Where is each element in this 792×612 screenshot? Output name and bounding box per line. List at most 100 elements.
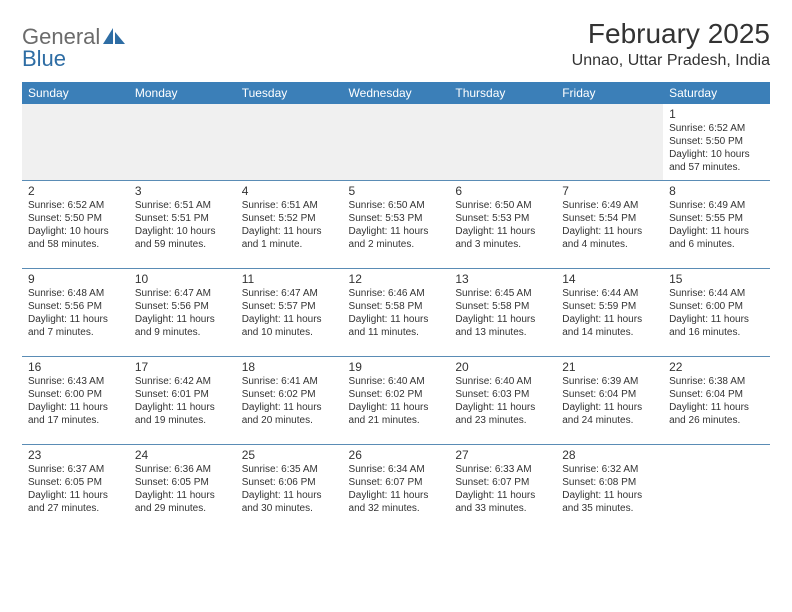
- day-info: Sunrise: 6:44 AMSunset: 6:00 PMDaylight:…: [669, 287, 764, 339]
- day-number: 4: [242, 184, 337, 198]
- calendar-cell: 23Sunrise: 6:37 AMSunset: 6:05 PMDayligh…: [22, 445, 129, 533]
- calendar-cell: 1Sunrise: 6:52 AMSunset: 5:50 PMDaylight…: [663, 104, 770, 181]
- day-info: Sunrise: 6:45 AMSunset: 5:58 PMDaylight:…: [455, 287, 550, 339]
- location: Unnao, Uttar Pradesh, India: [572, 52, 770, 70]
- calendar-cell: 17Sunrise: 6:42 AMSunset: 6:01 PMDayligh…: [129, 357, 236, 445]
- day-info: Sunrise: 6:50 AMSunset: 5:53 PMDaylight:…: [455, 199, 550, 251]
- day-info: Sunrise: 6:51 AMSunset: 5:51 PMDaylight:…: [135, 199, 230, 251]
- calendar-cell: [663, 445, 770, 533]
- day-number: 27: [455, 448, 550, 462]
- day-number: 9: [28, 272, 123, 286]
- day-info: Sunrise: 6:52 AMSunset: 5:50 PMDaylight:…: [669, 122, 764, 174]
- day-number: 20: [455, 360, 550, 374]
- calendar-cell: 21Sunrise: 6:39 AMSunset: 6:04 PMDayligh…: [556, 357, 663, 445]
- day-info: Sunrise: 6:49 AMSunset: 5:54 PMDaylight:…: [562, 199, 657, 251]
- calendar-cell: 9Sunrise: 6:48 AMSunset: 5:56 PMDaylight…: [22, 269, 129, 357]
- calendar-week: 23Sunrise: 6:37 AMSunset: 6:05 PMDayligh…: [22, 445, 770, 533]
- calendar-cell: 14Sunrise: 6:44 AMSunset: 5:59 PMDayligh…: [556, 269, 663, 357]
- page-header: GeneralBlue February 2025 Unnao, Uttar P…: [22, 18, 770, 74]
- calendar-cell: [236, 104, 343, 181]
- day-number: 13: [455, 272, 550, 286]
- calendar-cell: 12Sunrise: 6:46 AMSunset: 5:58 PMDayligh…: [343, 269, 450, 357]
- day-number: 7: [562, 184, 657, 198]
- day-info: Sunrise: 6:33 AMSunset: 6:07 PMDaylight:…: [455, 463, 550, 515]
- day-info: Sunrise: 6:32 AMSunset: 6:08 PMDaylight:…: [562, 463, 657, 515]
- day-info: Sunrise: 6:50 AMSunset: 5:53 PMDaylight:…: [349, 199, 444, 251]
- calendar-cell: [343, 104, 450, 181]
- day-number: 11: [242, 272, 337, 286]
- calendar-week: 16Sunrise: 6:43 AMSunset: 6:00 PMDayligh…: [22, 357, 770, 445]
- logo-sail-icon: [103, 24, 125, 49]
- day-number: 21: [562, 360, 657, 374]
- calendar-cell: 22Sunrise: 6:38 AMSunset: 6:04 PMDayligh…: [663, 357, 770, 445]
- day-number: 28: [562, 448, 657, 462]
- calendar-cell: 25Sunrise: 6:35 AMSunset: 6:06 PMDayligh…: [236, 445, 343, 533]
- calendar-week: 1Sunrise: 6:52 AMSunset: 5:50 PMDaylight…: [22, 104, 770, 181]
- day-info: Sunrise: 6:38 AMSunset: 6:04 PMDaylight:…: [669, 375, 764, 427]
- day-info: Sunrise: 6:48 AMSunset: 5:56 PMDaylight:…: [28, 287, 123, 339]
- day-info: Sunrise: 6:52 AMSunset: 5:50 PMDaylight:…: [28, 199, 123, 251]
- calendar-cell: 20Sunrise: 6:40 AMSunset: 6:03 PMDayligh…: [449, 357, 556, 445]
- day-info: Sunrise: 6:40 AMSunset: 6:02 PMDaylight:…: [349, 375, 444, 427]
- calendar-cell: 18Sunrise: 6:41 AMSunset: 6:02 PMDayligh…: [236, 357, 343, 445]
- logo: GeneralBlue: [22, 18, 125, 70]
- calendar-body: 1Sunrise: 6:52 AMSunset: 5:50 PMDaylight…: [22, 104, 770, 533]
- day-number: 12: [349, 272, 444, 286]
- month-title: February 2025: [572, 18, 770, 50]
- day-header: Saturday: [663, 82, 770, 104]
- day-info: Sunrise: 6:40 AMSunset: 6:03 PMDaylight:…: [455, 375, 550, 427]
- calendar-cell: 15Sunrise: 6:44 AMSunset: 6:00 PMDayligh…: [663, 269, 770, 357]
- day-info: Sunrise: 6:47 AMSunset: 5:56 PMDaylight:…: [135, 287, 230, 339]
- calendar-week: 2Sunrise: 6:52 AMSunset: 5:50 PMDaylight…: [22, 181, 770, 269]
- day-number: 14: [562, 272, 657, 286]
- calendar-cell: 11Sunrise: 6:47 AMSunset: 5:57 PMDayligh…: [236, 269, 343, 357]
- day-number: 10: [135, 272, 230, 286]
- calendar-cell: 19Sunrise: 6:40 AMSunset: 6:02 PMDayligh…: [343, 357, 450, 445]
- calendar-cell: [129, 104, 236, 181]
- calendar-cell: 16Sunrise: 6:43 AMSunset: 6:00 PMDayligh…: [22, 357, 129, 445]
- day-number: 5: [349, 184, 444, 198]
- day-info: Sunrise: 6:34 AMSunset: 6:07 PMDaylight:…: [349, 463, 444, 515]
- day-number: 16: [28, 360, 123, 374]
- day-info: Sunrise: 6:44 AMSunset: 5:59 PMDaylight:…: [562, 287, 657, 339]
- day-header: Wednesday: [343, 82, 450, 104]
- calendar-cell: 10Sunrise: 6:47 AMSunset: 5:56 PMDayligh…: [129, 269, 236, 357]
- day-number: 23: [28, 448, 123, 462]
- day-number: 1: [669, 107, 764, 121]
- day-info: Sunrise: 6:42 AMSunset: 6:01 PMDaylight:…: [135, 375, 230, 427]
- day-header-row: Sunday Monday Tuesday Wednesday Thursday…: [22, 82, 770, 104]
- calendar-cell: 27Sunrise: 6:33 AMSunset: 6:07 PMDayligh…: [449, 445, 556, 533]
- calendar-cell: 5Sunrise: 6:50 AMSunset: 5:53 PMDaylight…: [343, 181, 450, 269]
- day-header: Tuesday: [236, 82, 343, 104]
- day-info: Sunrise: 6:36 AMSunset: 6:05 PMDaylight:…: [135, 463, 230, 515]
- calendar-cell: 7Sunrise: 6:49 AMSunset: 5:54 PMDaylight…: [556, 181, 663, 269]
- day-header: Thursday: [449, 82, 556, 104]
- calendar-cell: 13Sunrise: 6:45 AMSunset: 5:58 PMDayligh…: [449, 269, 556, 357]
- calendar-page: GeneralBlue February 2025 Unnao, Uttar P…: [0, 0, 792, 551]
- day-number: 8: [669, 184, 764, 198]
- day-number: 6: [455, 184, 550, 198]
- day-info: Sunrise: 6:49 AMSunset: 5:55 PMDaylight:…: [669, 199, 764, 251]
- day-number: 18: [242, 360, 337, 374]
- day-info: Sunrise: 6:43 AMSunset: 6:00 PMDaylight:…: [28, 375, 123, 427]
- day-info: Sunrise: 6:37 AMSunset: 6:05 PMDaylight:…: [28, 463, 123, 515]
- calendar-cell: 28Sunrise: 6:32 AMSunset: 6:08 PMDayligh…: [556, 445, 663, 533]
- calendar-cell: 26Sunrise: 6:34 AMSunset: 6:07 PMDayligh…: [343, 445, 450, 533]
- day-number: 15: [669, 272, 764, 286]
- day-number: 26: [349, 448, 444, 462]
- day-number: 2: [28, 184, 123, 198]
- day-header: Monday: [129, 82, 236, 104]
- calendar-cell: 2Sunrise: 6:52 AMSunset: 5:50 PMDaylight…: [22, 181, 129, 269]
- day-number: 19: [349, 360, 444, 374]
- day-info: Sunrise: 6:46 AMSunset: 5:58 PMDaylight:…: [349, 287, 444, 339]
- day-info: Sunrise: 6:51 AMSunset: 5:52 PMDaylight:…: [242, 199, 337, 251]
- calendar-cell: 24Sunrise: 6:36 AMSunset: 6:05 PMDayligh…: [129, 445, 236, 533]
- calendar-week: 9Sunrise: 6:48 AMSunset: 5:56 PMDaylight…: [22, 269, 770, 357]
- logo-blue: Blue: [22, 46, 66, 71]
- day-number: 25: [242, 448, 337, 462]
- calendar-cell: 3Sunrise: 6:51 AMSunset: 5:51 PMDaylight…: [129, 181, 236, 269]
- title-block: February 2025 Unnao, Uttar Pradesh, Indi…: [572, 18, 770, 74]
- day-number: 22: [669, 360, 764, 374]
- day-header: Friday: [556, 82, 663, 104]
- calendar-cell: [556, 104, 663, 181]
